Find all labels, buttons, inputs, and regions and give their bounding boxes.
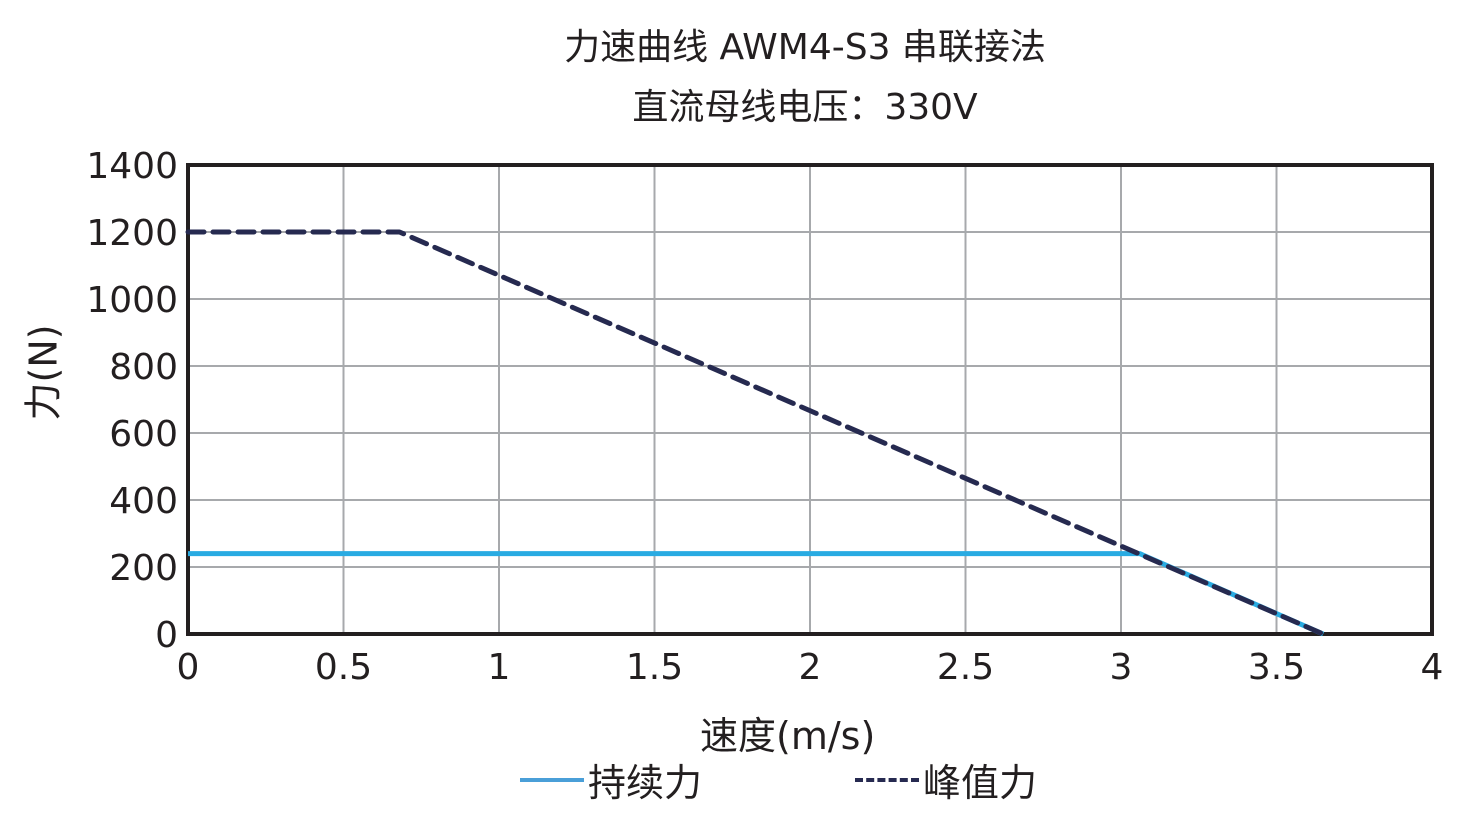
axis-ticks: 0 0.5 1 1.5 2 2.5 3 3.5 4 0 200 400 600 800 1000 1200 14… — [86, 146, 1443, 688]
y-tick-label: 800 — [109, 347, 178, 388]
x-tick-label: 1 — [488, 647, 511, 688]
plot-frame — [186, 163, 1434, 636]
series-lines — [185, 229, 1326, 637]
x-tick-label: 4 — [1421, 647, 1444, 688]
x-tick-label: 0.5 — [315, 647, 372, 688]
y-axis-label: 力(N) — [21, 324, 66, 421]
legend-solid-line-icon — [520, 777, 584, 782]
y-tick-label: 1400 — [86, 146, 178, 187]
x-tick-label: 3.5 — [1248, 647, 1305, 688]
legend-peak-label: 峰值力 — [923, 761, 1038, 805]
legend-continuous-label: 持续力 — [588, 761, 703, 805]
x-tick-label: 1.5 — [626, 647, 683, 688]
legend-peak: 峰值力 — [855, 752, 1037, 807]
x-tick-label: 2.5 — [937, 647, 994, 688]
y-tick-label: 200 — [109, 548, 178, 589]
x-tick-label: 0 — [177, 647, 200, 688]
grid-lines — [187, 164, 1433, 635]
x-tick-label: 3 — [1110, 647, 1133, 688]
legend-dashed-line-icon — [855, 777, 919, 782]
y-tick-label: 1200 — [86, 213, 178, 254]
chart-subtitle: 直流母线电压：330V — [632, 87, 978, 128]
y-tick-label: 1000 — [86, 280, 178, 321]
y-tick-label: 400 — [109, 481, 178, 522]
series-solid — [188, 551, 1325, 637]
y-tick-label: 600 — [109, 414, 178, 455]
x-tick-label: 2 — [799, 647, 822, 688]
chart-title: 力速曲线 AWM4-S3 串联接法 — [564, 27, 1046, 68]
legend-continuous: 持续力 — [520, 752, 702, 807]
y-tick-label: 0 — [155, 615, 178, 656]
x-axis-label: 速度(m/s) — [700, 714, 876, 758]
series-dashed — [185, 229, 1326, 637]
